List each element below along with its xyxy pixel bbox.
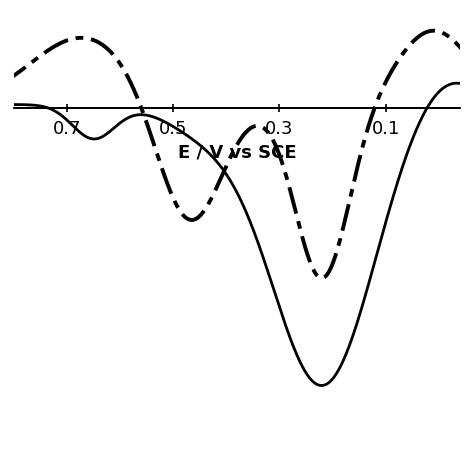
X-axis label: E / V vs SCE: E / V vs SCE bbox=[178, 144, 296, 162]
